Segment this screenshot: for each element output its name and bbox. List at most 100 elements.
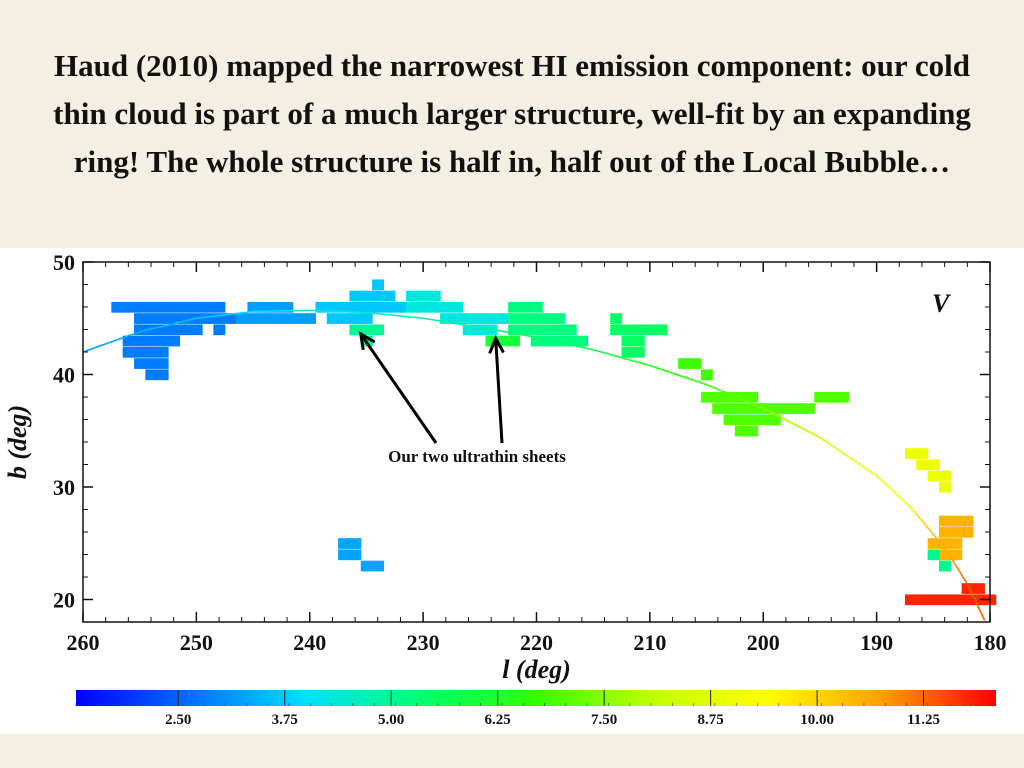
ring-fit-segment	[955, 564, 961, 573]
ring-fit-segment	[507, 331, 519, 335]
patch-isolated-3	[904, 448, 951, 493]
colorbar-tick-label: 3.75	[272, 712, 298, 728]
ring-fit-segment	[951, 558, 957, 567]
emission-cell	[712, 391, 725, 403]
emission-cell	[927, 538, 940, 549]
emission-cell	[950, 515, 963, 527]
emission-cell	[496, 335, 509, 347]
emission-cell	[406, 301, 419, 313]
ring-fit-segments	[82, 309, 986, 621]
ring-fit-segment	[875, 474, 884, 482]
ring-fit-segment	[938, 540, 946, 549]
emission-cell	[746, 391, 759, 403]
emission-cell	[145, 335, 158, 347]
ring-fit-segment	[384, 313, 396, 317]
patch-sheet-east	[485, 335, 521, 347]
emission-cell	[168, 313, 180, 324]
ring-fit-segment	[554, 340, 566, 345]
emission-cell	[168, 335, 180, 347]
emission-cell	[270, 301, 283, 313]
emission-cell	[156, 346, 169, 358]
ring-fit-segment	[762, 407, 774, 414]
x-tick-label: 220	[520, 630, 553, 655]
emission-cell	[734, 425, 747, 437]
emission-cell	[530, 313, 543, 324]
colorbar	[76, 690, 996, 706]
emission-cell	[179, 313, 192, 324]
ring-fit-segment	[856, 462, 868, 471]
emission-cell	[519, 313, 532, 324]
emission-cell	[315, 301, 328, 313]
emission-cell	[134, 301, 146, 313]
emission-cell	[632, 324, 645, 336]
emission-cell	[145, 346, 158, 358]
ring-fit-segment	[545, 338, 557, 343]
emission-cell	[134, 358, 146, 369]
emission-cell	[530, 324, 543, 336]
emission-cell	[938, 481, 951, 493]
emission-cell	[213, 301, 226, 313]
emission-cell	[474, 324, 487, 336]
colorbar-tick-label: 11.25	[907, 712, 940, 728]
ring-fit-segment	[921, 519, 929, 529]
ring-fit-segment	[233, 311, 245, 315]
emission-cell	[632, 346, 645, 358]
emission-cell	[768, 414, 781, 426]
ring-fit-segment	[649, 364, 661, 370]
colorbar-tick-label: 2.50	[165, 712, 191, 728]
y-tick-label: 20	[53, 588, 75, 613]
emission-cell	[961, 583, 974, 594]
ring-fit-segment	[469, 324, 481, 329]
ring-fit-segment	[781, 417, 793, 424]
ring-fit-segment	[734, 395, 746, 402]
colorbar-tick-label: 10.00	[800, 712, 834, 728]
x-tick-label: 260	[67, 630, 100, 655]
ring-fit-segment	[422, 317, 434, 321]
ring-fit-segment	[630, 359, 642, 364]
emission-cell	[700, 391, 713, 403]
ring-fit-segment	[497, 329, 509, 334]
ring-fit-segment	[847, 455, 859, 464]
emission-cell	[972, 583, 985, 594]
colorbar-tick-label: 7.50	[591, 712, 617, 728]
emission-cell	[916, 448, 929, 459]
ring-fit-segment	[866, 468, 878, 477]
emission-cell	[916, 594, 929, 606]
ring-fit-segment	[403, 315, 415, 319]
emission-cell	[950, 549, 963, 561]
emission-cell	[610, 313, 623, 324]
emission-cell	[156, 358, 169, 369]
ring-fit-segment	[157, 324, 169, 329]
emission-cell	[938, 560, 951, 572]
emission-cell	[700, 369, 713, 381]
ring-fit-segment	[743, 399, 755, 406]
ring-fit-segment	[129, 330, 141, 336]
emission-cell	[349, 290, 362, 302]
colorbar-tick-label: 8.75	[698, 712, 724, 728]
emission-cell	[281, 313, 294, 324]
emission-cell	[904, 594, 917, 606]
ring-fit-segment	[91, 344, 103, 350]
emission-cell	[961, 515, 974, 527]
ring-fit-segment	[460, 323, 472, 327]
ring-fit-segment	[943, 546, 950, 555]
emission-cell	[224, 313, 237, 324]
ring-fit-segment	[966, 582, 971, 591]
ring-fit-segment	[819, 436, 831, 445]
ring-fit-segment	[195, 316, 207, 320]
emission-cell	[247, 301, 260, 313]
emission-cell	[508, 313, 521, 324]
emission-cell	[485, 335, 498, 347]
annotation-arrow	[359, 333, 438, 444]
emission-cell	[553, 313, 566, 324]
slide-title: Haud (2010) mapped the narrowest HI emis…	[53, 48, 971, 179]
emission-cell	[134, 324, 146, 336]
x-tick-label: 190	[860, 630, 893, 655]
emission-cell	[791, 403, 804, 414]
emission-cell	[383, 301, 396, 313]
colorbar-tick-label: 6.25	[485, 712, 511, 728]
ring-fit-segment	[526, 334, 538, 339]
ring-fit-segment	[932, 533, 940, 542]
y-tick-label: 50	[53, 250, 75, 275]
ring-fit-segment	[892, 490, 901, 498]
